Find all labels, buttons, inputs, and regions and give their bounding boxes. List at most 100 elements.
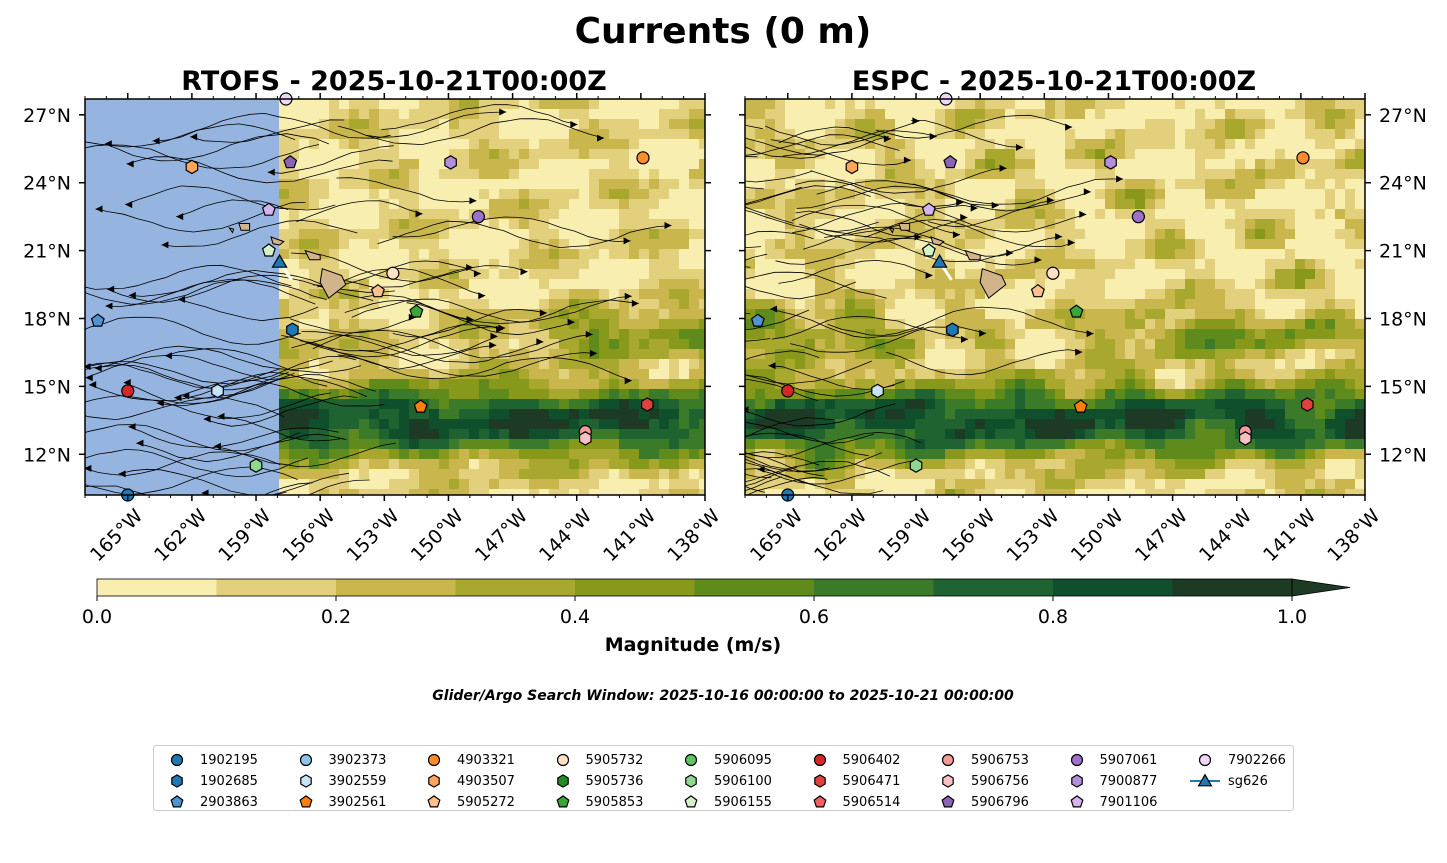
legend-item: 2903863 [162, 793, 258, 811]
legend-item: 5906402 [805, 751, 900, 769]
legend-label: 3902373 [328, 752, 387, 768]
colorbar-extend-arrow [1291, 578, 1351, 597]
legend-pentagon-icon [812, 795, 827, 808]
espc-land-islands [888, 223, 1007, 299]
colorbar-segment [933, 579, 1054, 596]
colorbar-segment [336, 579, 456, 596]
legend-circle-icon [813, 753, 826, 767]
float-legend: 1902195 1902685 2903863 3902373 3902559 39025… [153, 745, 1294, 811]
oahu-island [270, 236, 285, 246]
marker-sg626 [931, 253, 948, 268]
lat-tick-label: 21°N [1379, 241, 1427, 263]
legend-marker [170, 753, 184, 767]
lon-tick-label: 138°W [663, 505, 724, 566]
legend-marker [555, 795, 570, 808]
legend-label: 3902561 [328, 794, 387, 810]
legend-marker [556, 774, 569, 788]
lon-tick-label: 165°W [86, 505, 147, 566]
legend-item: 7900877 [1062, 772, 1158, 790]
marker-4903507 [845, 159, 859, 175]
masked-ocean [85, 99, 280, 495]
legend-label: 5906100 [714, 773, 772, 789]
legend-label: 1902685 [200, 773, 258, 789]
colorbar-segment [455, 579, 576, 596]
marker-5906796 [943, 155, 958, 169]
legend-pentagon-icon [1069, 795, 1084, 808]
legend-marker [556, 753, 569, 767]
legend-hexagon-icon [685, 774, 697, 788]
rtofs-panel-title: RTOFS - 2025-10-21T00:00Z [181, 66, 607, 97]
marker-4903321 [636, 151, 650, 165]
marker-3902561 [413, 399, 428, 413]
legend-label: sg626 [1228, 773, 1268, 789]
marker-5907061 [471, 210, 485, 224]
rtofs-map-panel: RTOFS - 2025-10-21T00:00Z 165°W 162°W 159°… [23, 66, 724, 566]
espc-current-field [745, 99, 1365, 495]
lat-tick-label: 18°N [23, 308, 71, 330]
legend-label: 7900877 [1099, 773, 1158, 789]
lon-tick-label: 147°W [471, 505, 532, 566]
legend-item: 3902559 [291, 772, 386, 790]
legend-pentagon-icon [298, 795, 313, 808]
legend-item: 5906756 [933, 772, 1029, 790]
marker-2903863 [750, 313, 765, 327]
legend-marker [427, 753, 441, 767]
legend-marker [428, 774, 440, 788]
legend-item: 4903507 [419, 772, 515, 790]
lat-tick-label: 18°N [1379, 308, 1427, 330]
marker-5905853 [1069, 304, 1084, 318]
marker-7901106 [921, 202, 936, 216]
marker-5906471 [640, 397, 654, 412]
lon-tick-label: 141°W [1259, 505, 1320, 566]
magnitude-colorbar: 0.0 0.2 0.4 0.6 0.8 1.0 [82, 578, 1351, 628]
legend-hexagon-icon [1070, 774, 1083, 788]
marker-7900877 [444, 155, 457, 170]
marker-5906756 [578, 431, 592, 446]
rtofs-float-markers [90, 92, 654, 502]
lon-tick-label: 165°W [746, 505, 807, 566]
lat-tick-label: 27°N [23, 105, 71, 127]
legend-marker [1069, 795, 1084, 808]
colorbar-segment [575, 579, 695, 596]
maui-island [964, 249, 981, 261]
marker-5906100 [909, 458, 923, 473]
legend-item: 5906796 [933, 793, 1029, 811]
lon-tick-label: 156°W [938, 505, 999, 566]
legend-circle-icon [1198, 753, 1212, 767]
lon-tick-label: 144°W [535, 505, 596, 566]
lat-tick-label: 24°N [23, 173, 71, 195]
legend-marker [299, 774, 312, 788]
legend-item: 5905732 [548, 751, 643, 769]
legend-label: 5905853 [585, 794, 644, 810]
legend-circle-icon [299, 753, 312, 767]
lat-tick-label: 24°N [1379, 173, 1427, 195]
legend-label: 4903507 [457, 773, 515, 789]
legend-item: 5906100 [676, 772, 772, 790]
legend-marker [1197, 773, 1213, 787]
marker-7900877 [1104, 155, 1117, 170]
legend-item: 5906155 [676, 793, 772, 811]
legend-pentagon-icon [555, 795, 570, 808]
legend-triangle-icon [1190, 773, 1220, 787]
legend-label: 7901106 [1099, 794, 1158, 810]
marker-5906796 [283, 155, 298, 169]
marker-1902685 [946, 322, 959, 338]
legend-marker [685, 774, 697, 788]
hawaii-island [319, 268, 347, 299]
marker-5907061 [1131, 210, 1145, 224]
lon-tick-label: 153°W [1003, 505, 1064, 566]
lat-tick-label: 27°N [1379, 105, 1427, 127]
colorbar-tick-label: 0.2 [321, 606, 351, 628]
marker-3902561 [1073, 399, 1088, 413]
legend-hexagon-icon [171, 774, 183, 788]
legend-label: 5906796 [971, 794, 1029, 810]
legend-marker [1198, 753, 1212, 767]
legend-item: sg626 [1190, 772, 1268, 790]
legend-label: 5905272 [457, 794, 515, 810]
niihau-island [888, 227, 895, 234]
lon-tick-label: 150°W [407, 505, 468, 566]
legend-label: 5906756 [971, 773, 1029, 789]
espc-panel-title: ESPC - 2025-10-21T00:00Z [852, 66, 1256, 97]
legend-pentagon-icon [170, 795, 184, 808]
legend-marker [942, 774, 954, 788]
